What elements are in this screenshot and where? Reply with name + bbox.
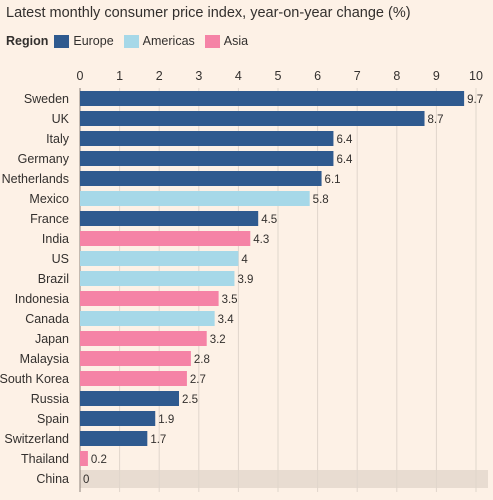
category-label: UK: [52, 112, 70, 126]
x-tick-label: 10: [469, 69, 483, 83]
category-label: France: [30, 212, 69, 226]
value-label: 0.2: [91, 454, 107, 466]
legend-title: Region: [6, 34, 49, 48]
category-label: Brazil: [38, 272, 69, 286]
value-label: 3.9: [237, 274, 253, 286]
bar: [80, 171, 322, 186]
category-label: Malaysia: [20, 352, 69, 366]
x-tick-label: 4: [235, 69, 242, 83]
x-tick-label: 5: [275, 69, 282, 83]
value-label: 2.7: [190, 374, 206, 386]
value-label: 3.2: [210, 334, 226, 346]
category-label: Germany: [18, 152, 70, 166]
category-label: Russia: [31, 392, 69, 406]
bar: [80, 111, 425, 126]
value-label: 9.7: [467, 94, 483, 106]
x-tick-label: 7: [354, 69, 361, 83]
value-label: 2.8: [194, 354, 210, 366]
value-label: 1.9: [158, 414, 174, 426]
category-label: Switzerland: [4, 432, 69, 446]
bar: [80, 311, 215, 326]
x-tick-label: 6: [314, 69, 321, 83]
chart-title: Latest monthly consumer price index, yea…: [6, 5, 411, 21]
category-label: US: [52, 252, 69, 266]
x-tick-label: 8: [393, 69, 400, 83]
bar: [80, 391, 179, 406]
value-label: 4: [241, 254, 248, 266]
value-label: 1.7: [150, 434, 166, 446]
value-label: 4.3: [253, 234, 269, 246]
category-label: Canada: [25, 312, 69, 326]
bar: [80, 271, 235, 286]
category-label: South Korea: [0, 372, 69, 386]
bar: [80, 411, 156, 426]
bar: [80, 331, 207, 346]
legend-label-americas: Americas: [142, 34, 195, 48]
bar: [80, 151, 334, 166]
bar: [80, 431, 148, 446]
value-label: 3.5: [222, 294, 238, 306]
category-label: Netherlands: [2, 172, 69, 186]
legend-swatch-asia: [204, 34, 220, 48]
bar: [80, 451, 88, 466]
bar: [80, 191, 310, 206]
value-label: 3.4: [218, 314, 235, 326]
category-label: Spain: [37, 412, 69, 426]
bar: [80, 131, 334, 146]
category-label: Mexico: [29, 192, 69, 206]
legend-item-europe: Europe: [54, 34, 114, 48]
value-label: 2.5: [182, 394, 198, 406]
bar: [80, 91, 465, 106]
bar: [80, 211, 259, 226]
value-label: 6.4: [336, 134, 353, 146]
value-label: 5.8: [313, 194, 329, 206]
bar: [80, 231, 251, 246]
category-label: Indonesia: [15, 292, 69, 306]
legend-label-europe: Europe: [73, 34, 114, 48]
legend-swatch-europe: [54, 34, 70, 48]
x-tick-label: 2: [156, 69, 163, 83]
bar: [80, 351, 191, 366]
value-label: 4.5: [261, 214, 277, 226]
x-tick-label: 0: [77, 69, 84, 83]
category-label: India: [42, 232, 69, 246]
legend-swatch-americas: [123, 34, 139, 48]
value-label: 8.7: [428, 114, 444, 126]
category-label: Italy: [46, 132, 70, 146]
category-label: Thailand: [21, 452, 69, 466]
bar: [80, 251, 239, 266]
category-label: Japan: [35, 332, 69, 346]
legend-label-asia: Asia: [223, 34, 249, 48]
x-tick-label: 3: [195, 69, 202, 83]
bar: [80, 371, 187, 386]
legend-item-americas: Americas: [123, 34, 195, 48]
category-label: Sweden: [24, 92, 69, 106]
bar: [80, 291, 219, 306]
legend: Region Europe Americas Asia: [6, 33, 258, 49]
legend-item-asia: Asia: [204, 34, 249, 48]
highlight-band: [80, 470, 488, 488]
value-label: 6.4: [336, 154, 353, 166]
category-label: China: [36, 472, 69, 486]
x-tick-label: 9: [433, 69, 440, 83]
value-label: 6.1: [325, 174, 341, 186]
value-label: 0: [83, 474, 89, 486]
x-tick-label: 1: [116, 69, 123, 83]
